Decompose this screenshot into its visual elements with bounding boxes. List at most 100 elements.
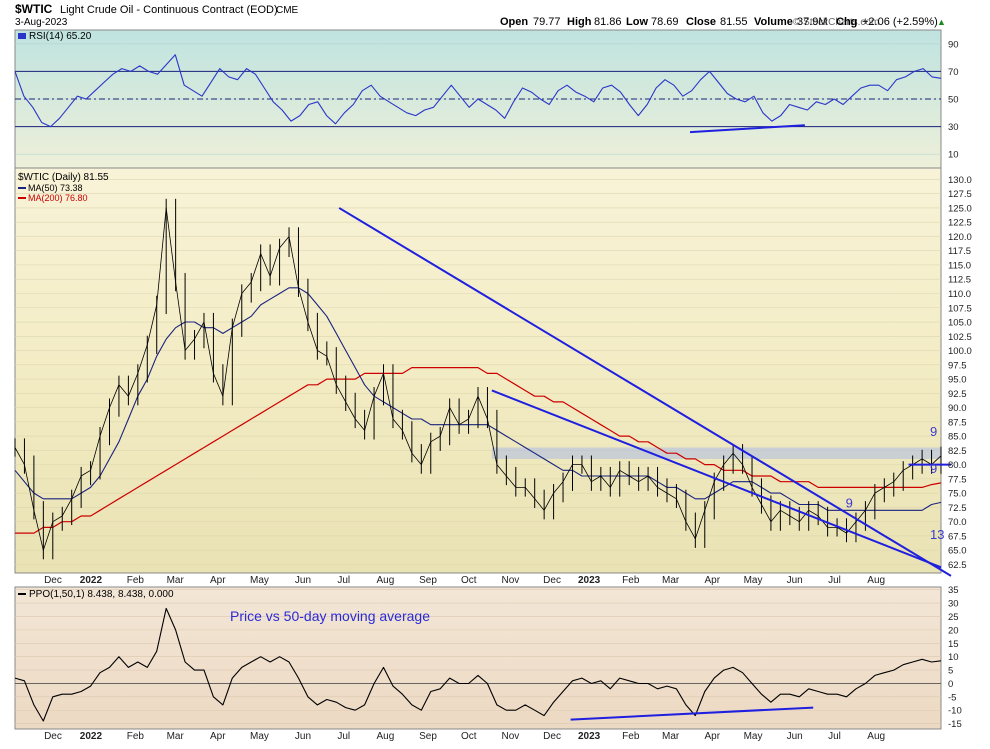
sequential-count-label: 9 [930, 461, 937, 476]
price-tick-label: 100.0 [948, 346, 972, 357]
x-axis-label: Mar [167, 731, 185, 742]
sequential-count-label: 9 [930, 424, 937, 439]
ppo-tick-label: 10 [948, 652, 959, 663]
x-axis-label: Apr [704, 575, 720, 586]
resistance-band-rect [491, 447, 941, 459]
ppo-tick-label: 30 [948, 599, 959, 610]
axis-ticks: 9070503010130.0127.5125.0122.5120.0117.5… [948, 39, 972, 730]
x-axis-label: Mar [662, 575, 680, 586]
x-axis-label: Dec [543, 575, 561, 586]
price-tick-label: 85.0 [948, 432, 967, 443]
ppo-series [14, 607, 942, 722]
exchange-label: CME [276, 5, 299, 16]
sequential-count-label: 13 [930, 527, 944, 542]
x-axis-label: Jun [787, 575, 803, 586]
x-axis-label: Jul [828, 575, 841, 586]
volume-label: Volume [754, 16, 793, 28]
x-axis-label: Dec [44, 731, 62, 742]
rsi-divergence-line [689, 124, 805, 134]
ma200-line [15, 367, 942, 534]
ppo-tick-label: -15 [948, 719, 962, 730]
rsi-tick-label: 90 [948, 39, 959, 50]
rsi-tick-label: 10 [948, 150, 959, 161]
volume-value: 37.9M [797, 16, 828, 28]
x-axis-label: 2023 [578, 731, 601, 742]
x-axis-label: Sep [419, 575, 437, 586]
x-axis-label: Feb [622, 731, 640, 742]
price-tick-label: 62.5 [948, 560, 967, 571]
price-tick-label: 125.0 [948, 203, 972, 214]
x-axis-label: Oct [461, 731, 477, 742]
chart-date: 3-Aug-2023 [15, 17, 68, 28]
x-axis-label: Feb [127, 575, 145, 586]
price-tick-label: 112.5 [948, 275, 971, 286]
high-label: High [567, 16, 592, 28]
price-tick-label: 67.5 [948, 531, 967, 542]
x-axis-label: 2022 [80, 575, 103, 586]
x-axis-label: Feb [127, 731, 145, 742]
price-tick-label: 70.0 [948, 517, 967, 528]
x-axis-label: May [744, 731, 763, 742]
lower-trendline [491, 389, 942, 569]
x-axis-label: May [250, 575, 269, 586]
x-axis-label: Jun [295, 731, 311, 742]
x-axis-label: Jun [295, 575, 311, 586]
price-tick-label: 115.0 [948, 260, 971, 271]
ppo-annotation: Price vs 50-day moving average [230, 608, 430, 624]
open-label: Open [500, 16, 528, 28]
rsi-title: RSI(14) 65.20 [29, 31, 92, 42]
x-axis-label: 2022 [80, 731, 103, 742]
price-tick-label: 110.0 [948, 289, 971, 300]
annotations: 9 9 9 13 [846, 424, 945, 542]
ppo-line [14, 607, 942, 722]
price-tick-label: 107.5 [948, 303, 972, 314]
copyright-credit: © StockCharts.com [793, 17, 879, 28]
low-value: 78.69 [651, 16, 679, 28]
x-axis-label: Mar [167, 575, 185, 586]
x-axis-label: Apr [704, 731, 720, 742]
symbol: $WTIC [15, 2, 53, 16]
ppo-tick-label: 5 [948, 666, 953, 677]
x-axis-label: Aug [867, 731, 885, 742]
x-axis-label: Jul [337, 575, 350, 586]
x-axis-label: Jul [828, 731, 841, 742]
rsi-legend-swatch [18, 33, 26, 39]
instrument-name: Light Crude Oil - Continuous Contract (E… [60, 4, 278, 16]
ppo-panel [14, 586, 942, 730]
price-tick-label: 65.0 [948, 546, 967, 557]
upper-trendline [338, 207, 952, 577]
price-series [14, 198, 942, 560]
price-tick-label: 122.5 [948, 218, 972, 229]
x-axis-label: Feb [622, 575, 640, 586]
trendlines [338, 124, 952, 721]
x-axis-label: Sep [419, 731, 437, 742]
price-tick-label: 95.0 [948, 375, 967, 386]
resistance-band [491, 447, 941, 459]
open-value: 79.77 [533, 16, 561, 28]
ppo-title: PPO(1,50,1) 8.438, 8.438, 0.000 [29, 589, 174, 600]
ppo-tick-label: 35 [948, 585, 959, 596]
ppo-tick-label: 0 [948, 679, 953, 690]
up-arrow-icon: ▲ [937, 17, 946, 27]
price-tick-label: 82.5 [948, 446, 967, 457]
change-value: +2.06 (+2.59%) [862, 16, 938, 28]
price-tick-label: 80.0 [948, 460, 967, 471]
close-value: 81.55 [720, 16, 748, 28]
price-tick-label: 97.5 [948, 360, 967, 371]
price-tick-label: 127.5 [948, 189, 972, 200]
ppo-tick-label: 15 [948, 639, 959, 650]
x-axis-label: Dec [44, 575, 62, 586]
price-tick-label: 92.5 [948, 389, 967, 400]
x-axis-label: May [250, 731, 269, 742]
x-axis-label: Jul [337, 731, 350, 742]
change-label: Chg [836, 16, 857, 28]
gridlines [15, 43, 941, 724]
price-tick-label: 90.0 [948, 403, 967, 414]
x-axis-label: Aug [867, 575, 885, 586]
rsi-tick-label: 50 [948, 95, 959, 106]
price-tick-label: 77.5 [948, 474, 967, 485]
sequential-count-label: 9 [846, 495, 853, 510]
price-tick-label: 105.0 [948, 318, 972, 329]
low-label: Low [626, 16, 648, 28]
